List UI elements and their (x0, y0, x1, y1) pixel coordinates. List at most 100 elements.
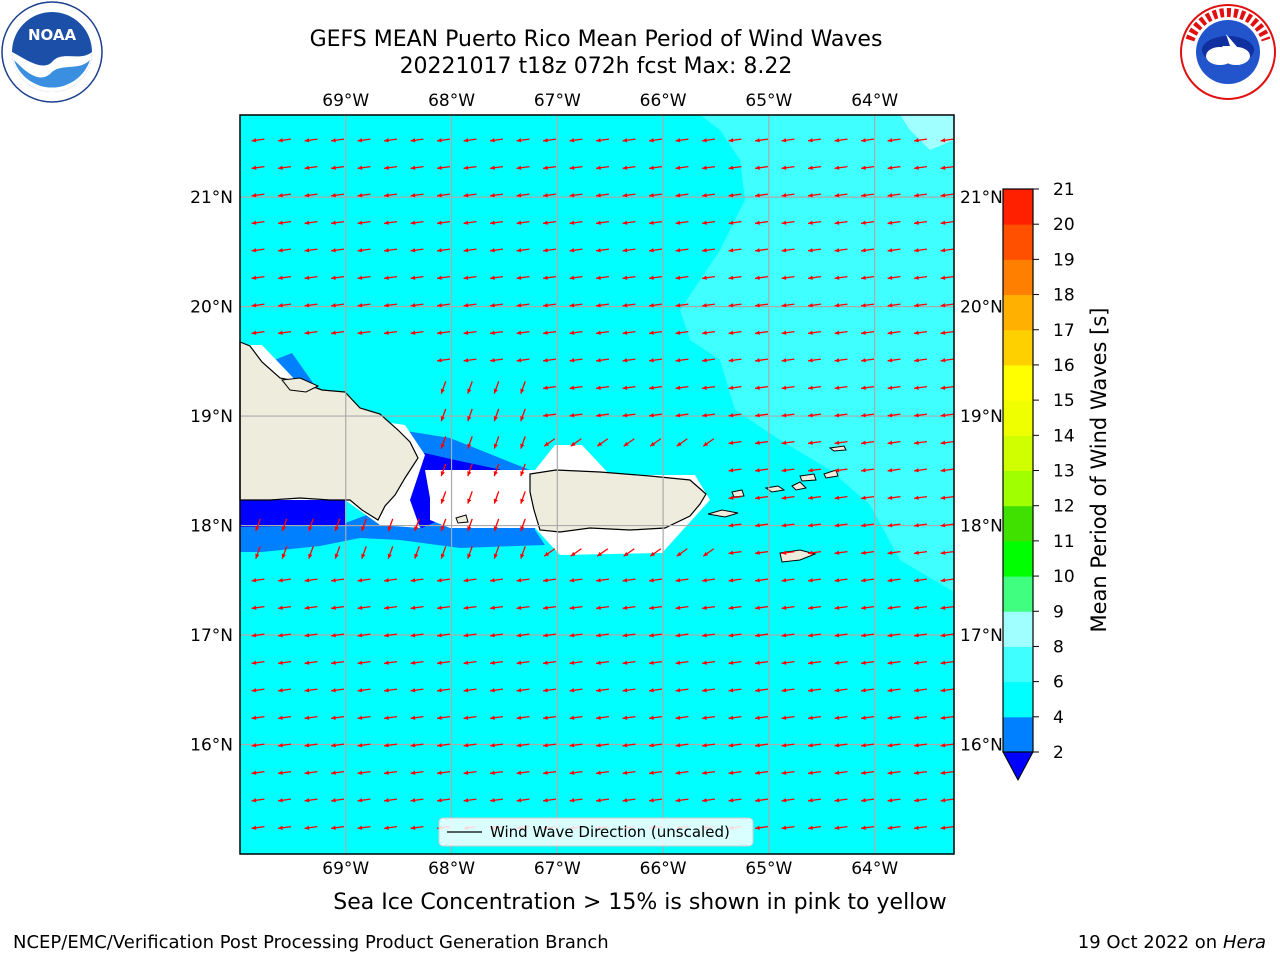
wave-arrow (728, 440, 742, 445)
wave-arrow (781, 138, 795, 143)
wave-arrow (569, 413, 583, 418)
wave-arrow (887, 523, 901, 528)
lon-label-top: 65°W (745, 91, 792, 111)
lat-label-left: 18°N (190, 517, 233, 537)
wave-arrow (623, 438, 635, 447)
wave-arrow (569, 770, 583, 775)
wave-arrow (887, 825, 901, 830)
noaa-logo: NOAA (1, 1, 103, 103)
wave-arrow (410, 660, 424, 665)
map-subtitle: 20221017 t18z 072h fcst Max: 8.22 (399, 54, 793, 79)
wave-arrow (701, 138, 716, 143)
wave-arrow (622, 248, 636, 253)
wave-arrow (834, 468, 848, 473)
wave-arrow (277, 248, 292, 253)
wave-arrow (520, 463, 526, 477)
wave-arrow (887, 330, 901, 335)
wave-arrow (754, 605, 769, 610)
lon-label-top: 69°W (322, 91, 369, 111)
lat-label-left: 21°N (190, 188, 233, 208)
wave-arrow (463, 330, 477, 335)
lon-label-top: 68°W (428, 91, 475, 111)
wave-arrow (357, 193, 371, 198)
wave-arrow (754, 495, 769, 500)
wave-arrow (383, 193, 398, 198)
wave-arrow (304, 578, 318, 583)
wave-arrow (675, 165, 689, 170)
wave-arrow (251, 743, 265, 748)
wave-arrow (542, 330, 557, 335)
wave-arrow (940, 303, 954, 308)
wave-arrow (860, 165, 875, 170)
wave-arrow (913, 715, 928, 720)
wave-arrow (410, 138, 424, 143)
wave-arrow (807, 688, 822, 693)
lon-label-top: 66°W (640, 91, 687, 111)
wave-arrow (622, 743, 636, 748)
lat-label-right: 20°N (960, 298, 1003, 318)
wave-arrow (807, 440, 822, 445)
wave-arrow (569, 715, 583, 720)
wave-arrow (940, 770, 954, 775)
wave-arrow (383, 825, 398, 830)
wave-arrow (887, 770, 901, 775)
colorbar-tick-label: 8 (1053, 637, 1064, 657)
wave-arrow (622, 660, 636, 665)
wave-arrow (913, 358, 928, 363)
wave-arrow (463, 275, 477, 280)
wave-arrow (887, 220, 901, 225)
wave-arrow (807, 715, 822, 720)
wave-arrow (887, 578, 901, 583)
wave-arrow (436, 605, 451, 610)
wave-arrow (887, 660, 901, 665)
wave-arrow (489, 220, 504, 225)
footer-date: 19 Oct 2022 on Hera (1078, 932, 1266, 953)
wave-arrow (410, 633, 424, 638)
wave-arrow (463, 715, 477, 720)
wave-arrow (410, 193, 424, 198)
wave-arrow (277, 825, 292, 830)
wave-arrow (304, 275, 318, 280)
wave-arrow (493, 463, 500, 477)
wave-arrow (277, 633, 292, 638)
wave-arrow (754, 275, 769, 280)
wave-arrow (569, 248, 583, 253)
wave-arrow (440, 408, 447, 422)
wave-arrow (251, 248, 265, 253)
colorbar-tick-label: 10 (1053, 567, 1075, 587)
wave-arrow (781, 303, 795, 308)
wave-arrow (940, 220, 954, 225)
wave-arrow (913, 165, 928, 170)
wave-arrow (410, 825, 424, 830)
wave-arrow (516, 633, 530, 638)
colorbar-tick-label: 19 (1053, 250, 1075, 270)
wave-arrow (754, 468, 769, 473)
wave-arrow (251, 798, 265, 803)
wave-arrow (940, 358, 954, 363)
wave-arrow (807, 138, 822, 143)
wave-arrow (595, 303, 610, 308)
wave-arrow (516, 798, 530, 803)
lat-label-right: 18°N (960, 517, 1003, 537)
wave-arrow (648, 715, 663, 720)
wave-arrow (622, 715, 636, 720)
wave-arrow (701, 303, 716, 308)
wave-arrow (728, 605, 742, 610)
wave-arrow (251, 825, 265, 830)
wave-arrow (330, 715, 345, 720)
wave-arrow (569, 743, 583, 748)
wave-arrow (622, 385, 636, 390)
wave-arrow (834, 633, 848, 638)
colorbar-tick-label: 6 (1053, 673, 1064, 693)
wave-arrow (463, 220, 477, 225)
wave-arrow (913, 688, 928, 693)
wave-arrow (701, 770, 716, 775)
wave-arrow (834, 220, 848, 225)
lon-label-bottom: 64°W (851, 859, 898, 879)
wave-arrow (281, 546, 288, 559)
wave-arrow (754, 220, 769, 225)
wave-arrow (334, 546, 341, 559)
puerto-rico-land (529, 469, 707, 533)
wave-arrow (834, 303, 848, 308)
wave-arrow (334, 518, 341, 532)
